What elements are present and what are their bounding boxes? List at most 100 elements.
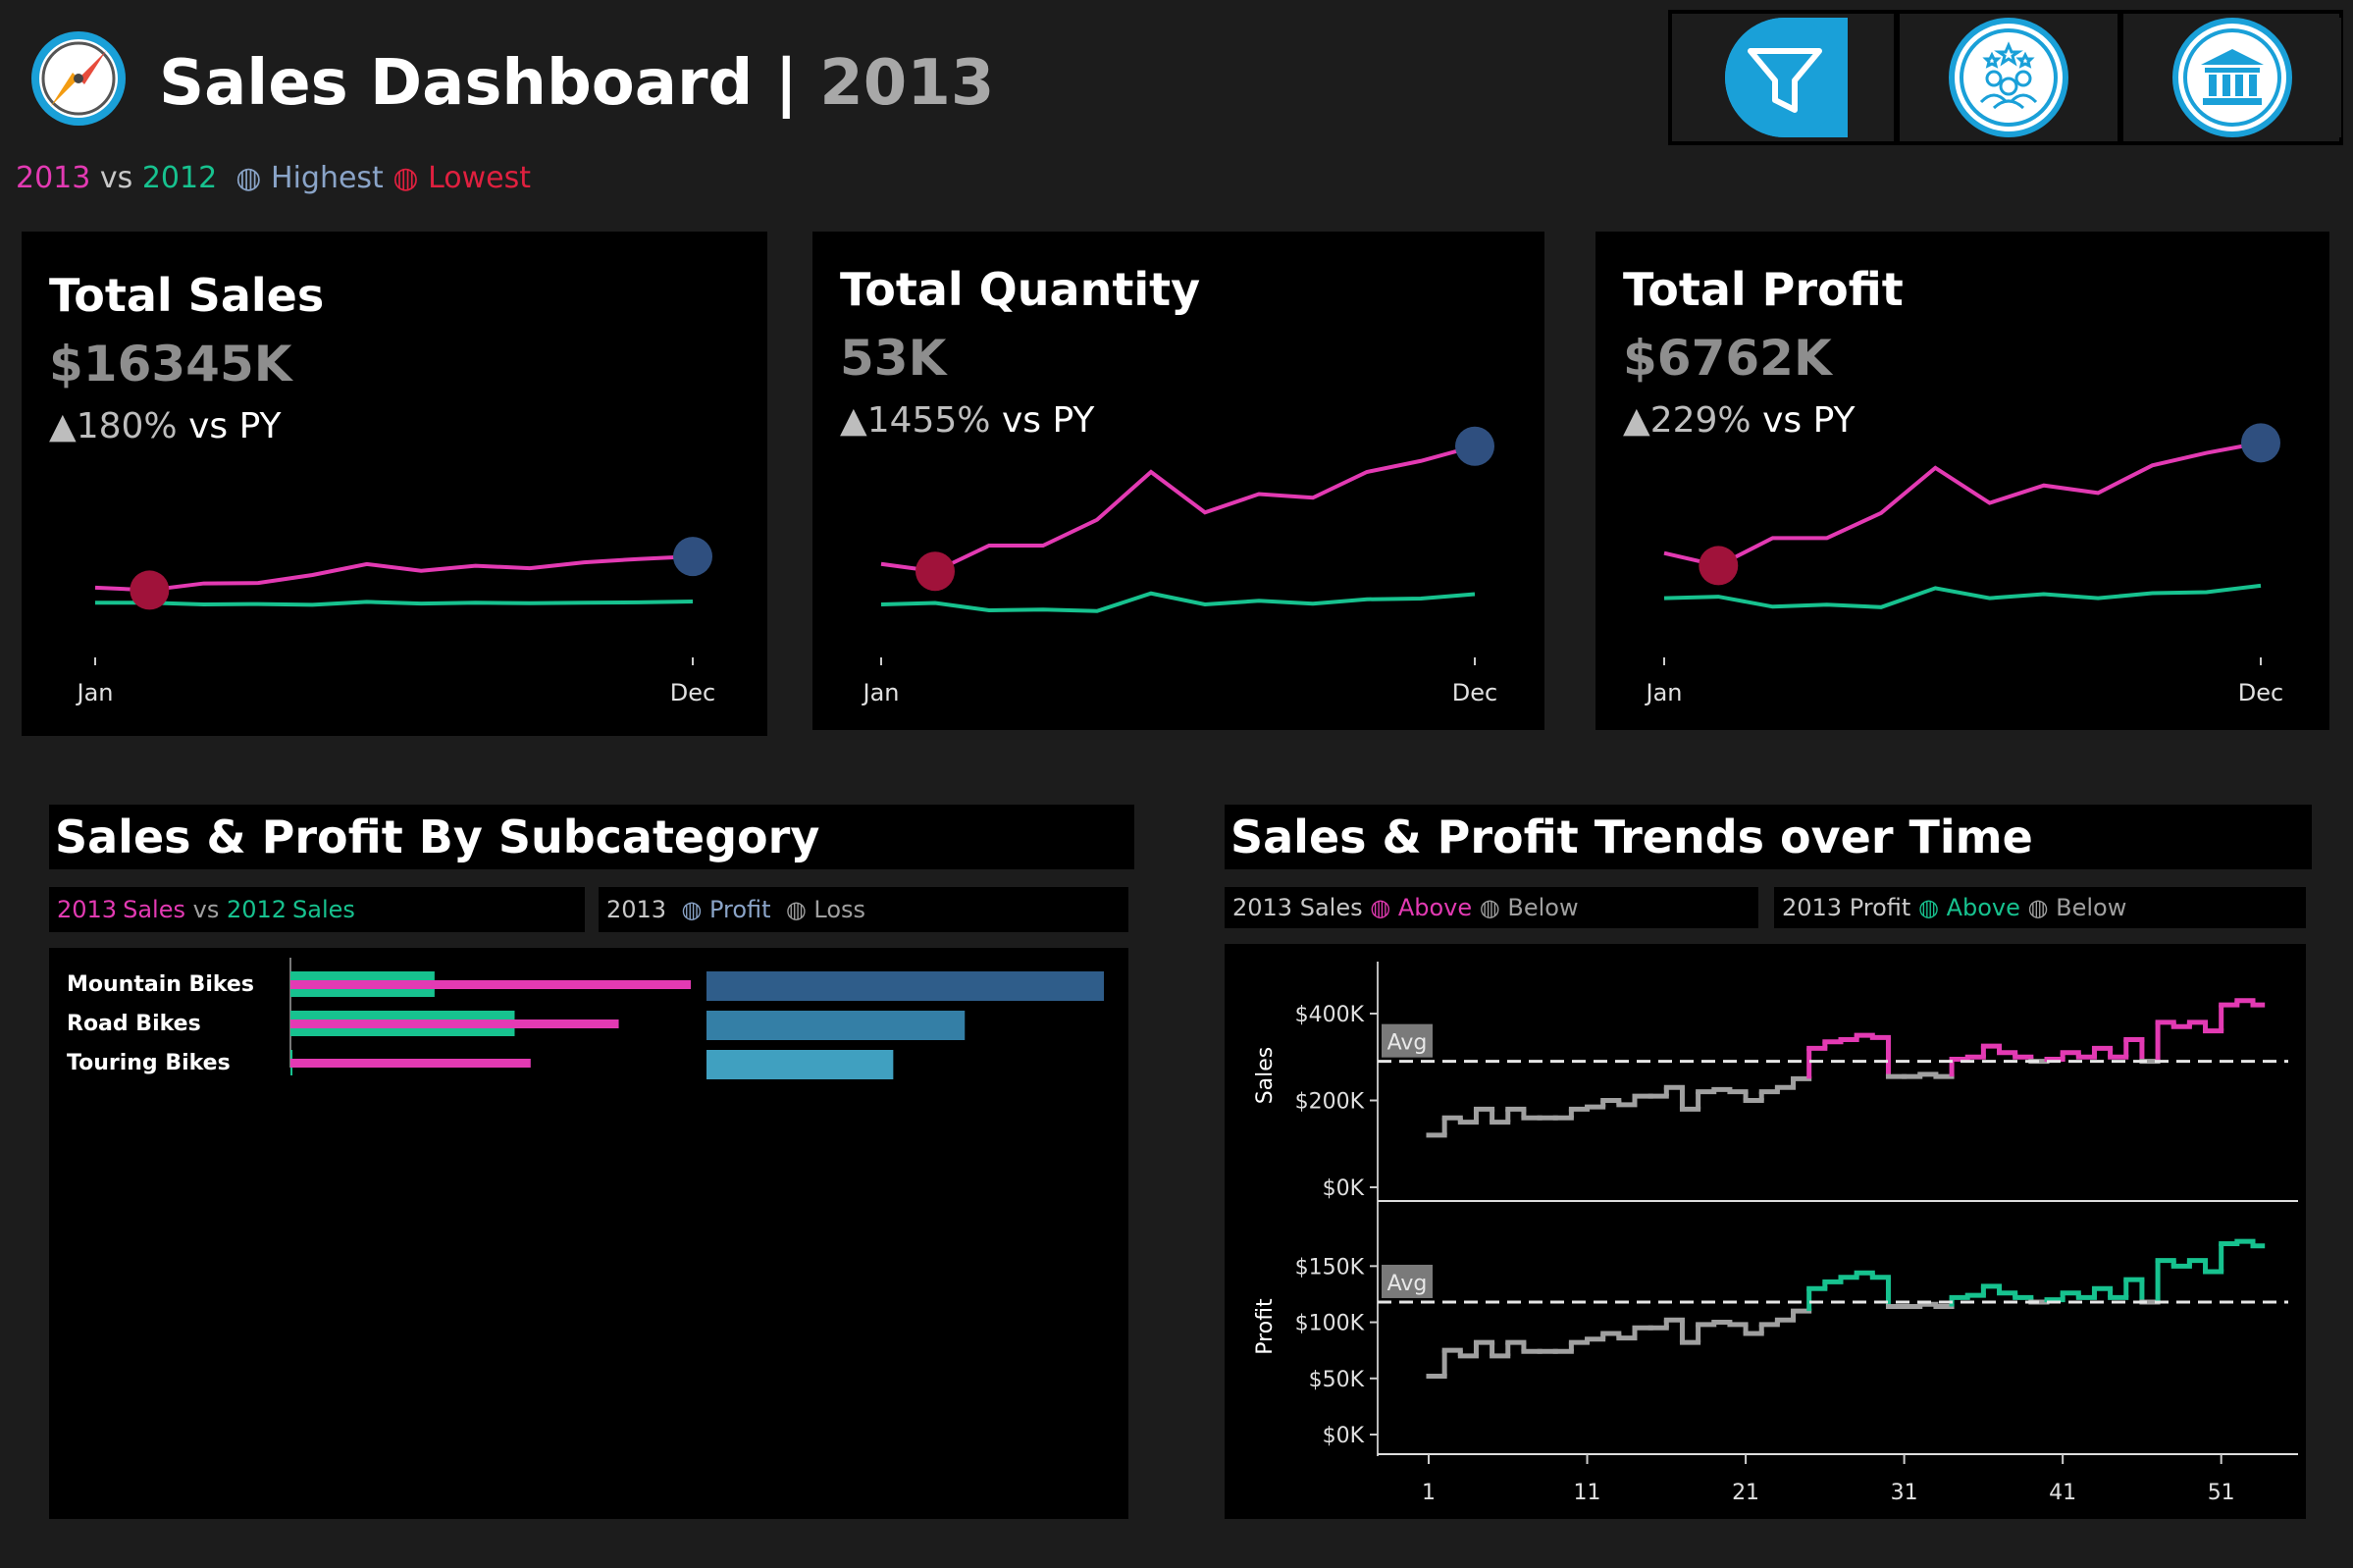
trend-y-label: Profit <box>1253 1298 1278 1355</box>
kpi-delta-pct: 180% <box>76 406 178 446</box>
spark-end-label: Dec <box>1452 679 1497 706</box>
trends-profit-legend: 2013 Profit ◍ Above ◍ Below <box>1774 887 2306 928</box>
trend-y-tick-label: $400K <box>1295 1003 1365 1027</box>
kpi-value: $16345K <box>49 336 292 392</box>
trend-x-tick-label: 31 <box>1891 1481 1918 1505</box>
above-dot-icon: ◍ <box>1917 894 1939 921</box>
year-legend: 2013 vs 2012 ◍ Highest ◍ Lowest <box>16 157 531 200</box>
bar-current-sales <box>290 1019 619 1028</box>
spark-lowest-point <box>915 551 955 592</box>
title-text: Sales Dashboard <box>159 47 754 120</box>
kpi-title: Total Sales <box>49 269 325 322</box>
legend-below: Below <box>2056 894 2127 921</box>
legend-year: 2013 <box>1782 894 1843 921</box>
spark-highest-point <box>673 537 712 577</box>
subcategory-sales-legend: 2013 Sales vs 2012 Sales <box>49 887 585 932</box>
below-dot-icon: ◍ <box>1479 894 1500 921</box>
legend-y2: 2012 <box>226 896 288 923</box>
legend-year: 2013 <box>1232 894 1293 921</box>
kpi-delta-pct: 1455% <box>866 400 991 441</box>
legend-s2: Sales <box>292 896 355 923</box>
kpi-value: 53K <box>840 330 947 387</box>
subcategory-label: Touring Bikes <box>67 1051 231 1075</box>
kpi-value: $6762K <box>1623 330 1832 387</box>
trend-avg-label: Avg <box>1387 1031 1428 1056</box>
kpi-delta-arrow: ▲ <box>840 400 867 441</box>
trend-y-tick-label: $150K <box>1295 1255 1365 1280</box>
trend-x-tick-label: 51 <box>2208 1481 2235 1505</box>
trend-y-label: Sales <box>1253 1047 1278 1105</box>
trend-y-tick-label: $0K <box>1323 1424 1365 1448</box>
kpi-delta-label: vs PY <box>1762 400 1856 441</box>
kpi-delta-pct: 229% <box>1649 400 1752 441</box>
legend-prior-year: 2012 <box>141 161 218 195</box>
legend-measure: Sales <box>1299 894 1363 921</box>
nav-bank-button[interactable] <box>2123 18 2341 137</box>
legend-vs: vs <box>99 161 133 195</box>
spark-lowest-point <box>130 570 170 610</box>
spark-series-current <box>880 444 1476 574</box>
trend-y-tick-label: $50K <box>1309 1368 1365 1392</box>
spark-series-prior <box>880 591 1476 613</box>
bar-current-sales <box>290 980 691 989</box>
legend-vs: vs <box>192 896 220 923</box>
kpi-delta-label: vs PY <box>188 406 282 446</box>
trend-x-tick-label: 11 <box>1574 1481 1601 1505</box>
kpi-delta: ▲229% vs PY <box>1623 400 1855 441</box>
legend-measure: Profit <box>1849 894 1911 921</box>
legend-year: 2013 <box>606 896 667 923</box>
trends-sales-legend: 2013 Sales ◍ Above ◍ Below <box>1225 887 1758 928</box>
spark-highest-point <box>1455 426 1494 466</box>
kpi-card-quantity: Total Quantity 53K ▲1455% vs PY Jan Dec <box>812 232 1544 730</box>
legend-profit: Profit <box>708 896 771 923</box>
trends-chart-panel: 1 11 21 31 41 51 Sales $400K $200K $0K Avg Profit $1… <box>1225 944 2306 1519</box>
kpi-title: Total Quantity <box>840 263 1201 316</box>
subcategory-chart-panel: Mountain Bikes Road Bikes Touring Bikes <box>49 948 1128 1519</box>
trend-x-tick-label: 41 <box>2049 1481 2076 1505</box>
legend-highest: Highest <box>271 161 384 195</box>
above-dot-icon: ◍ <box>1370 894 1391 921</box>
legend-above: Above <box>1946 894 2020 921</box>
legend-below: Below <box>1507 894 1579 921</box>
spark-end-label: Dec <box>2238 679 2283 706</box>
spark-start-label: Jan <box>1645 679 1683 706</box>
legend-s1: Sales <box>123 896 185 923</box>
trends-step-chart: 1 11 21 31 41 51Sales$400K$200K$0KAvgProfit$1… <box>1253 962 2298 1505</box>
subcategory-profit-legend: 2013 ◍ Profit ◍ Loss <box>599 887 1128 932</box>
subcategory-label: Mountain Bikes <box>67 972 254 997</box>
subcategory-bar-chart: Mountain Bikes Road Bikes Touring Bikes <box>67 958 1104 1079</box>
kpi-delta: ▲180% vs PY <box>49 406 281 446</box>
kpi-delta-label: vs PY <box>1001 400 1095 441</box>
kpi-title: Total Profit <box>1623 263 1904 316</box>
subcategory-label: Road Bikes <box>67 1012 201 1036</box>
nav-team-button[interactable] <box>1900 18 2118 137</box>
spark-start-label: Jan <box>862 679 900 706</box>
title-year: 2013 <box>819 47 995 120</box>
bar-profit <box>706 1050 894 1079</box>
bar-profit <box>706 971 1104 1001</box>
page-title: Sales Dashboard | 2013 <box>159 39 994 128</box>
bank-icon <box>2172 18 2292 137</box>
profit-dot-icon: ◍ <box>681 896 703 923</box>
team-stars-icon <box>1949 18 2068 137</box>
trend-avg-label: Avg <box>1387 1272 1428 1296</box>
spark-start-label: Jan <box>76 679 114 706</box>
trend-avg-badge <box>1382 1264 1433 1298</box>
kpi-sparkline: Jan Dec <box>76 537 715 706</box>
spark-series-prior <box>95 600 694 607</box>
kpi-card-sales: Total Sales $16345K ▲180% vs PY Jan Dec <box>22 232 767 736</box>
legend-loss: Loss <box>813 896 866 923</box>
trend-x-tick-label: 21 <box>1732 1481 1759 1505</box>
spark-end-label: Dec <box>670 679 715 706</box>
bar-current-sales <box>290 1059 531 1068</box>
below-dot-icon: ◍ <box>2027 894 2049 921</box>
legend-above: Above <box>1397 894 1473 921</box>
title-separator: | <box>774 47 798 120</box>
kpi-delta-arrow: ▲ <box>49 406 77 446</box>
kpi-sparkline: Jan Dec <box>862 426 1497 706</box>
legend-current-year: 2013 <box>16 161 91 195</box>
nav-filter-button[interactable] <box>1676 18 1894 137</box>
kpi-delta-arrow: ▲ <box>1623 400 1650 441</box>
spark-series-current <box>94 554 694 593</box>
trend-avg-badge <box>1382 1023 1433 1058</box>
